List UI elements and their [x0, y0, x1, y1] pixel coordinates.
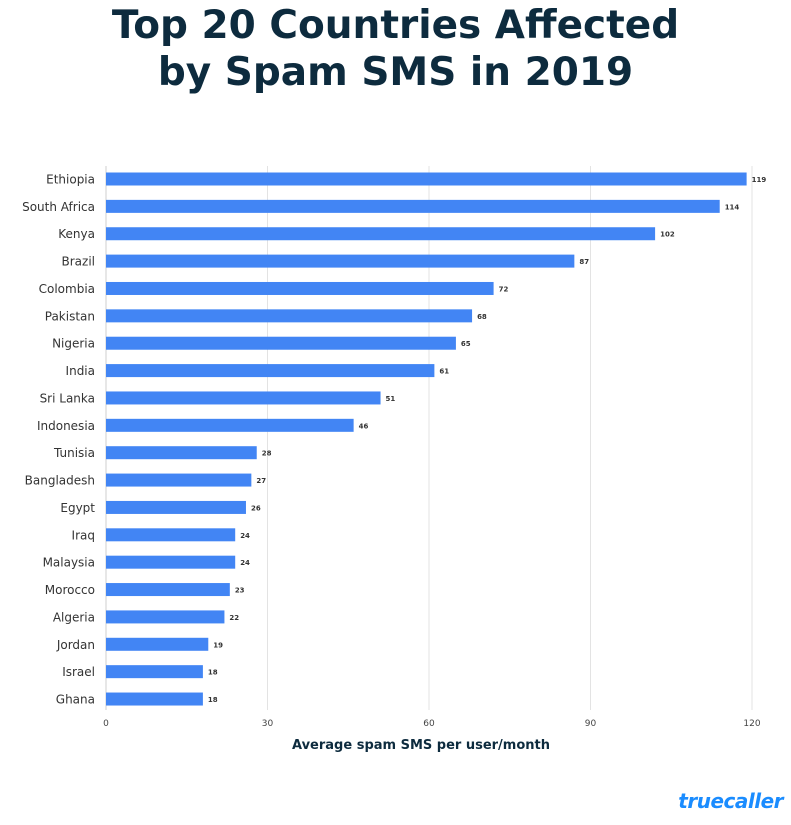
y-tick-label: Jordan: [56, 638, 95, 652]
data-label: 102: [660, 231, 675, 239]
title-line-2: by Spam SMS in 2019: [157, 50, 634, 95]
y-tick-label: Iraq: [72, 528, 95, 542]
y-tick-label: Israel: [62, 665, 95, 679]
bar: [106, 583, 230, 597]
x-tick-label: 90: [585, 719, 597, 729]
bar: [106, 692, 203, 706]
chart-title: Top 20 Countries Affected by Spam SMS in…: [0, 2, 791, 96]
bar: [106, 227, 656, 241]
title-line-1: Top 20 Countries Affected: [111, 3, 680, 48]
data-label: 87: [579, 258, 589, 266]
y-tick-label: Indonesia: [37, 419, 95, 433]
data-label: 24: [240, 559, 250, 567]
truecaller-logo: truecaller: [678, 789, 783, 813]
data-label: 68: [477, 313, 487, 321]
data-label: 46: [359, 422, 369, 430]
y-tick-label: Tunisia: [53, 446, 95, 460]
data-label: 72: [499, 285, 509, 293]
data-label: 26: [251, 504, 261, 512]
x-tick-label: 0: [103, 719, 109, 729]
bar: [106, 610, 225, 624]
bar: [106, 665, 203, 679]
bar: [106, 336, 456, 350]
bar: [106, 281, 494, 295]
y-tick-label: Ethiopia: [46, 173, 95, 187]
bar: [106, 555, 236, 569]
y-tick-label: Egypt: [60, 501, 95, 515]
data-label: 61: [439, 368, 449, 376]
data-label: 51: [386, 395, 396, 403]
data-label: 119: [752, 176, 767, 184]
bar: [106, 309, 473, 323]
bar: [106, 254, 575, 268]
data-label: 65: [461, 340, 471, 348]
x-tick-label: 30: [262, 719, 274, 729]
bar: [106, 364, 435, 378]
data-label: 114: [725, 203, 740, 211]
y-tick-label: Pakistan: [45, 309, 95, 323]
data-label: 24: [240, 532, 250, 540]
data-label: 28: [262, 450, 272, 458]
data-label: 18: [208, 669, 218, 677]
data-label: 18: [208, 696, 218, 704]
y-tick-label: Morocco: [45, 583, 95, 597]
y-tick-label: Nigeria: [52, 337, 95, 351]
bar: [106, 528, 236, 542]
y-tick-label: Brazil: [62, 255, 96, 269]
y-tick-label: Bangladesh: [25, 474, 95, 488]
bar: [106, 446, 257, 460]
bar: [106, 391, 381, 405]
bar: [106, 172, 747, 186]
data-label: 19: [213, 641, 223, 649]
y-tick-label: South Africa: [22, 200, 95, 214]
bar: [106, 418, 354, 432]
data-label: 22: [229, 614, 239, 622]
y-tick-label: Sri Lanka: [40, 391, 95, 405]
y-tick-label: Ghana: [56, 693, 95, 707]
y-tick-label: Algeria: [53, 610, 95, 624]
y-tick-label: Colombia: [39, 282, 95, 296]
data-label: 27: [256, 477, 266, 485]
bar: [106, 199, 720, 213]
bar: [106, 500, 246, 514]
bar: [106, 637, 209, 651]
x-tick-label: 60: [423, 719, 435, 729]
bar: [106, 473, 252, 487]
y-tick-label: Kenya: [58, 227, 95, 241]
y-tick-label: India: [66, 364, 95, 378]
y-tick-label: Malaysia: [43, 556, 95, 570]
x-axis-label: Average spam SMS per user/month: [292, 738, 550, 753]
x-tick-label: 120: [743, 719, 760, 729]
data-label: 23: [235, 587, 245, 595]
